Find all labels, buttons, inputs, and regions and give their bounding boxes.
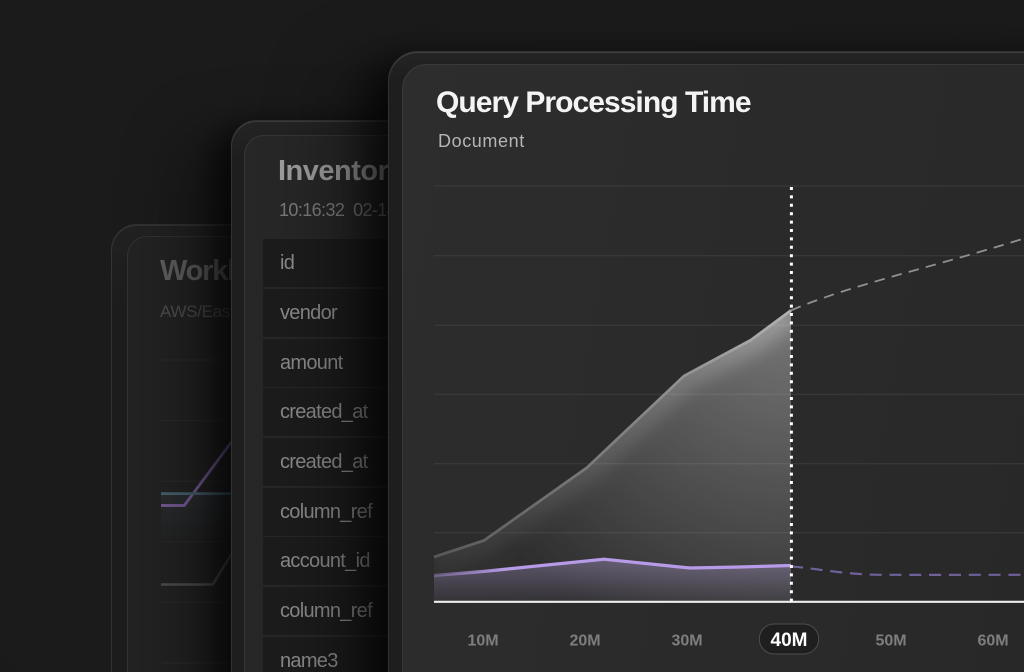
svg-text:20M: 20M [569, 633, 600, 650]
svg-text:50M: 50M [875, 633, 906, 650]
svg-text:40M: 40M [771, 630, 808, 651]
svg-text:60M: 60M [977, 633, 1008, 650]
svg-text:10M: 10M [467, 633, 498, 650]
svg-text:30M: 30M [671, 633, 702, 650]
